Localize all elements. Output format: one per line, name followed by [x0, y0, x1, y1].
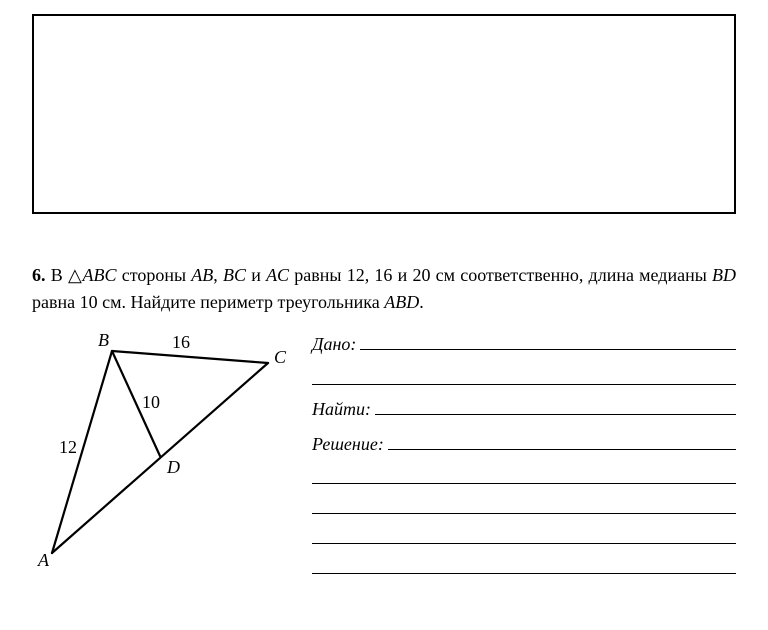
- blank-line[interactable]: [312, 554, 736, 574]
- text: равна 10 см. Найдите периметр треугольни…: [32, 292, 384, 312]
- side-ac: AC: [266, 265, 289, 285]
- triangle-name: ABC: [83, 265, 117, 285]
- svg-text:B: B: [98, 330, 109, 350]
- blank-line[interactable]: [312, 524, 736, 544]
- text: и: [246, 265, 266, 285]
- blank-line[interactable]: [388, 430, 736, 450]
- blank-line[interactable]: [312, 465, 736, 485]
- side-bc: BC: [223, 265, 246, 285]
- svg-text:10: 10: [142, 392, 160, 412]
- svg-text:A: A: [37, 550, 50, 570]
- problem-number: 6.: [32, 265, 46, 285]
- target-triangle: ABD: [384, 292, 419, 312]
- svg-text:C: C: [274, 347, 287, 367]
- text: В: [51, 265, 68, 285]
- svg-text:12: 12: [59, 437, 77, 457]
- blank-line[interactable]: [312, 365, 736, 385]
- label-dano: Дано:: [312, 334, 360, 355]
- text: .: [419, 292, 424, 312]
- blank-line[interactable]: [375, 395, 736, 415]
- answer-area: Дано: Найти: Решение:: [312, 328, 736, 584]
- triangle-symbol: △: [68, 265, 83, 285]
- median-bd: BD: [712, 265, 736, 285]
- label-naiti: Найти:: [312, 399, 375, 420]
- diagram: A B C D 12 16 10: [32, 328, 292, 578]
- blank-answer-box: [32, 14, 736, 214]
- svg-text:16: 16: [172, 332, 190, 352]
- text: равны 12, 16 и 20 см соответственно, дли…: [289, 265, 712, 285]
- label-reshenie: Решение:: [312, 434, 388, 455]
- blank-line[interactable]: [360, 330, 736, 350]
- text: стороны: [117, 265, 192, 285]
- problem-statement: 6. В △ABC стороны AB, BC и AC равны 12, …: [32, 262, 736, 316]
- svg-text:D: D: [166, 457, 180, 477]
- blank-line[interactable]: [312, 494, 736, 514]
- text: ,: [213, 265, 223, 285]
- side-ab: AB: [191, 265, 213, 285]
